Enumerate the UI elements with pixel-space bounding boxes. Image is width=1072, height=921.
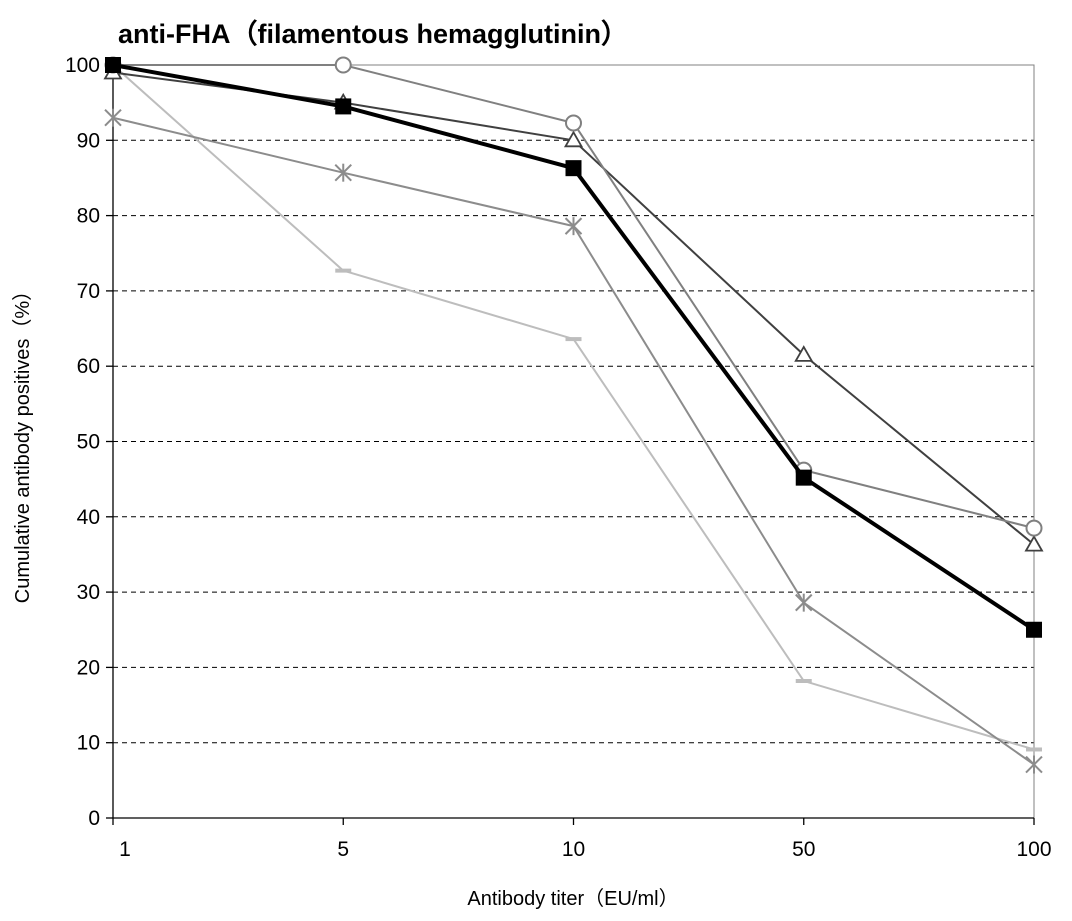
x-tick-label: 10 xyxy=(562,838,585,861)
y-axis-label: Cumulative antibody positives（%） xyxy=(11,281,34,603)
y-tick-label: 20 xyxy=(77,656,100,679)
series-circle xyxy=(104,56,1043,537)
point-asterisk xyxy=(1025,755,1043,774)
y-tick-label: 100 xyxy=(65,54,100,77)
y-tick-label: 10 xyxy=(77,732,100,755)
point-square xyxy=(105,57,121,73)
y-tick-labels: 0 10 20 30 40 50 60 70 80 90 100 xyxy=(65,54,100,830)
y-tick-label: 90 xyxy=(77,129,100,152)
x-tick-labels: 1 5 10 50 100 xyxy=(119,838,1051,861)
point-triangle xyxy=(794,345,814,362)
point-triangle xyxy=(563,130,584,148)
point-square xyxy=(565,160,582,177)
y-tick-label: 70 xyxy=(77,280,100,303)
point-triangle xyxy=(1024,534,1044,552)
y-tick-label: 50 xyxy=(77,431,100,454)
point-asterisk xyxy=(564,217,583,236)
chart-title: anti-FHA（filamentous hemagglutinin） xyxy=(118,19,628,49)
point-circle xyxy=(565,114,582,132)
point-square xyxy=(795,469,812,486)
y-tick-label: 40 xyxy=(77,506,100,529)
series-triangle xyxy=(103,62,1044,552)
y-tick-label: 80 xyxy=(77,205,100,228)
y-tick-label: 60 xyxy=(77,355,100,378)
series-square xyxy=(105,57,1042,638)
axes xyxy=(106,64,1035,825)
point-square xyxy=(1026,621,1042,638)
point-square xyxy=(335,98,352,115)
y-tick-label: 30 xyxy=(77,581,100,604)
series-asterisk xyxy=(104,108,1043,774)
point-circle xyxy=(334,56,352,74)
x-tick-label: 100 xyxy=(1016,838,1051,861)
x-tick-label: 5 xyxy=(337,838,349,861)
series-layer xyxy=(103,56,1044,774)
point-asterisk xyxy=(334,163,352,182)
x-tick-label: 1 xyxy=(119,838,131,861)
x-axis-label: Antibody titer（EU/ml） xyxy=(467,887,678,910)
point-asterisk xyxy=(104,108,122,127)
point-asterisk xyxy=(795,593,813,612)
x-tick-label: 50 xyxy=(792,838,815,861)
y-tick-label: 0 xyxy=(88,807,100,830)
point-circle xyxy=(1025,519,1043,537)
